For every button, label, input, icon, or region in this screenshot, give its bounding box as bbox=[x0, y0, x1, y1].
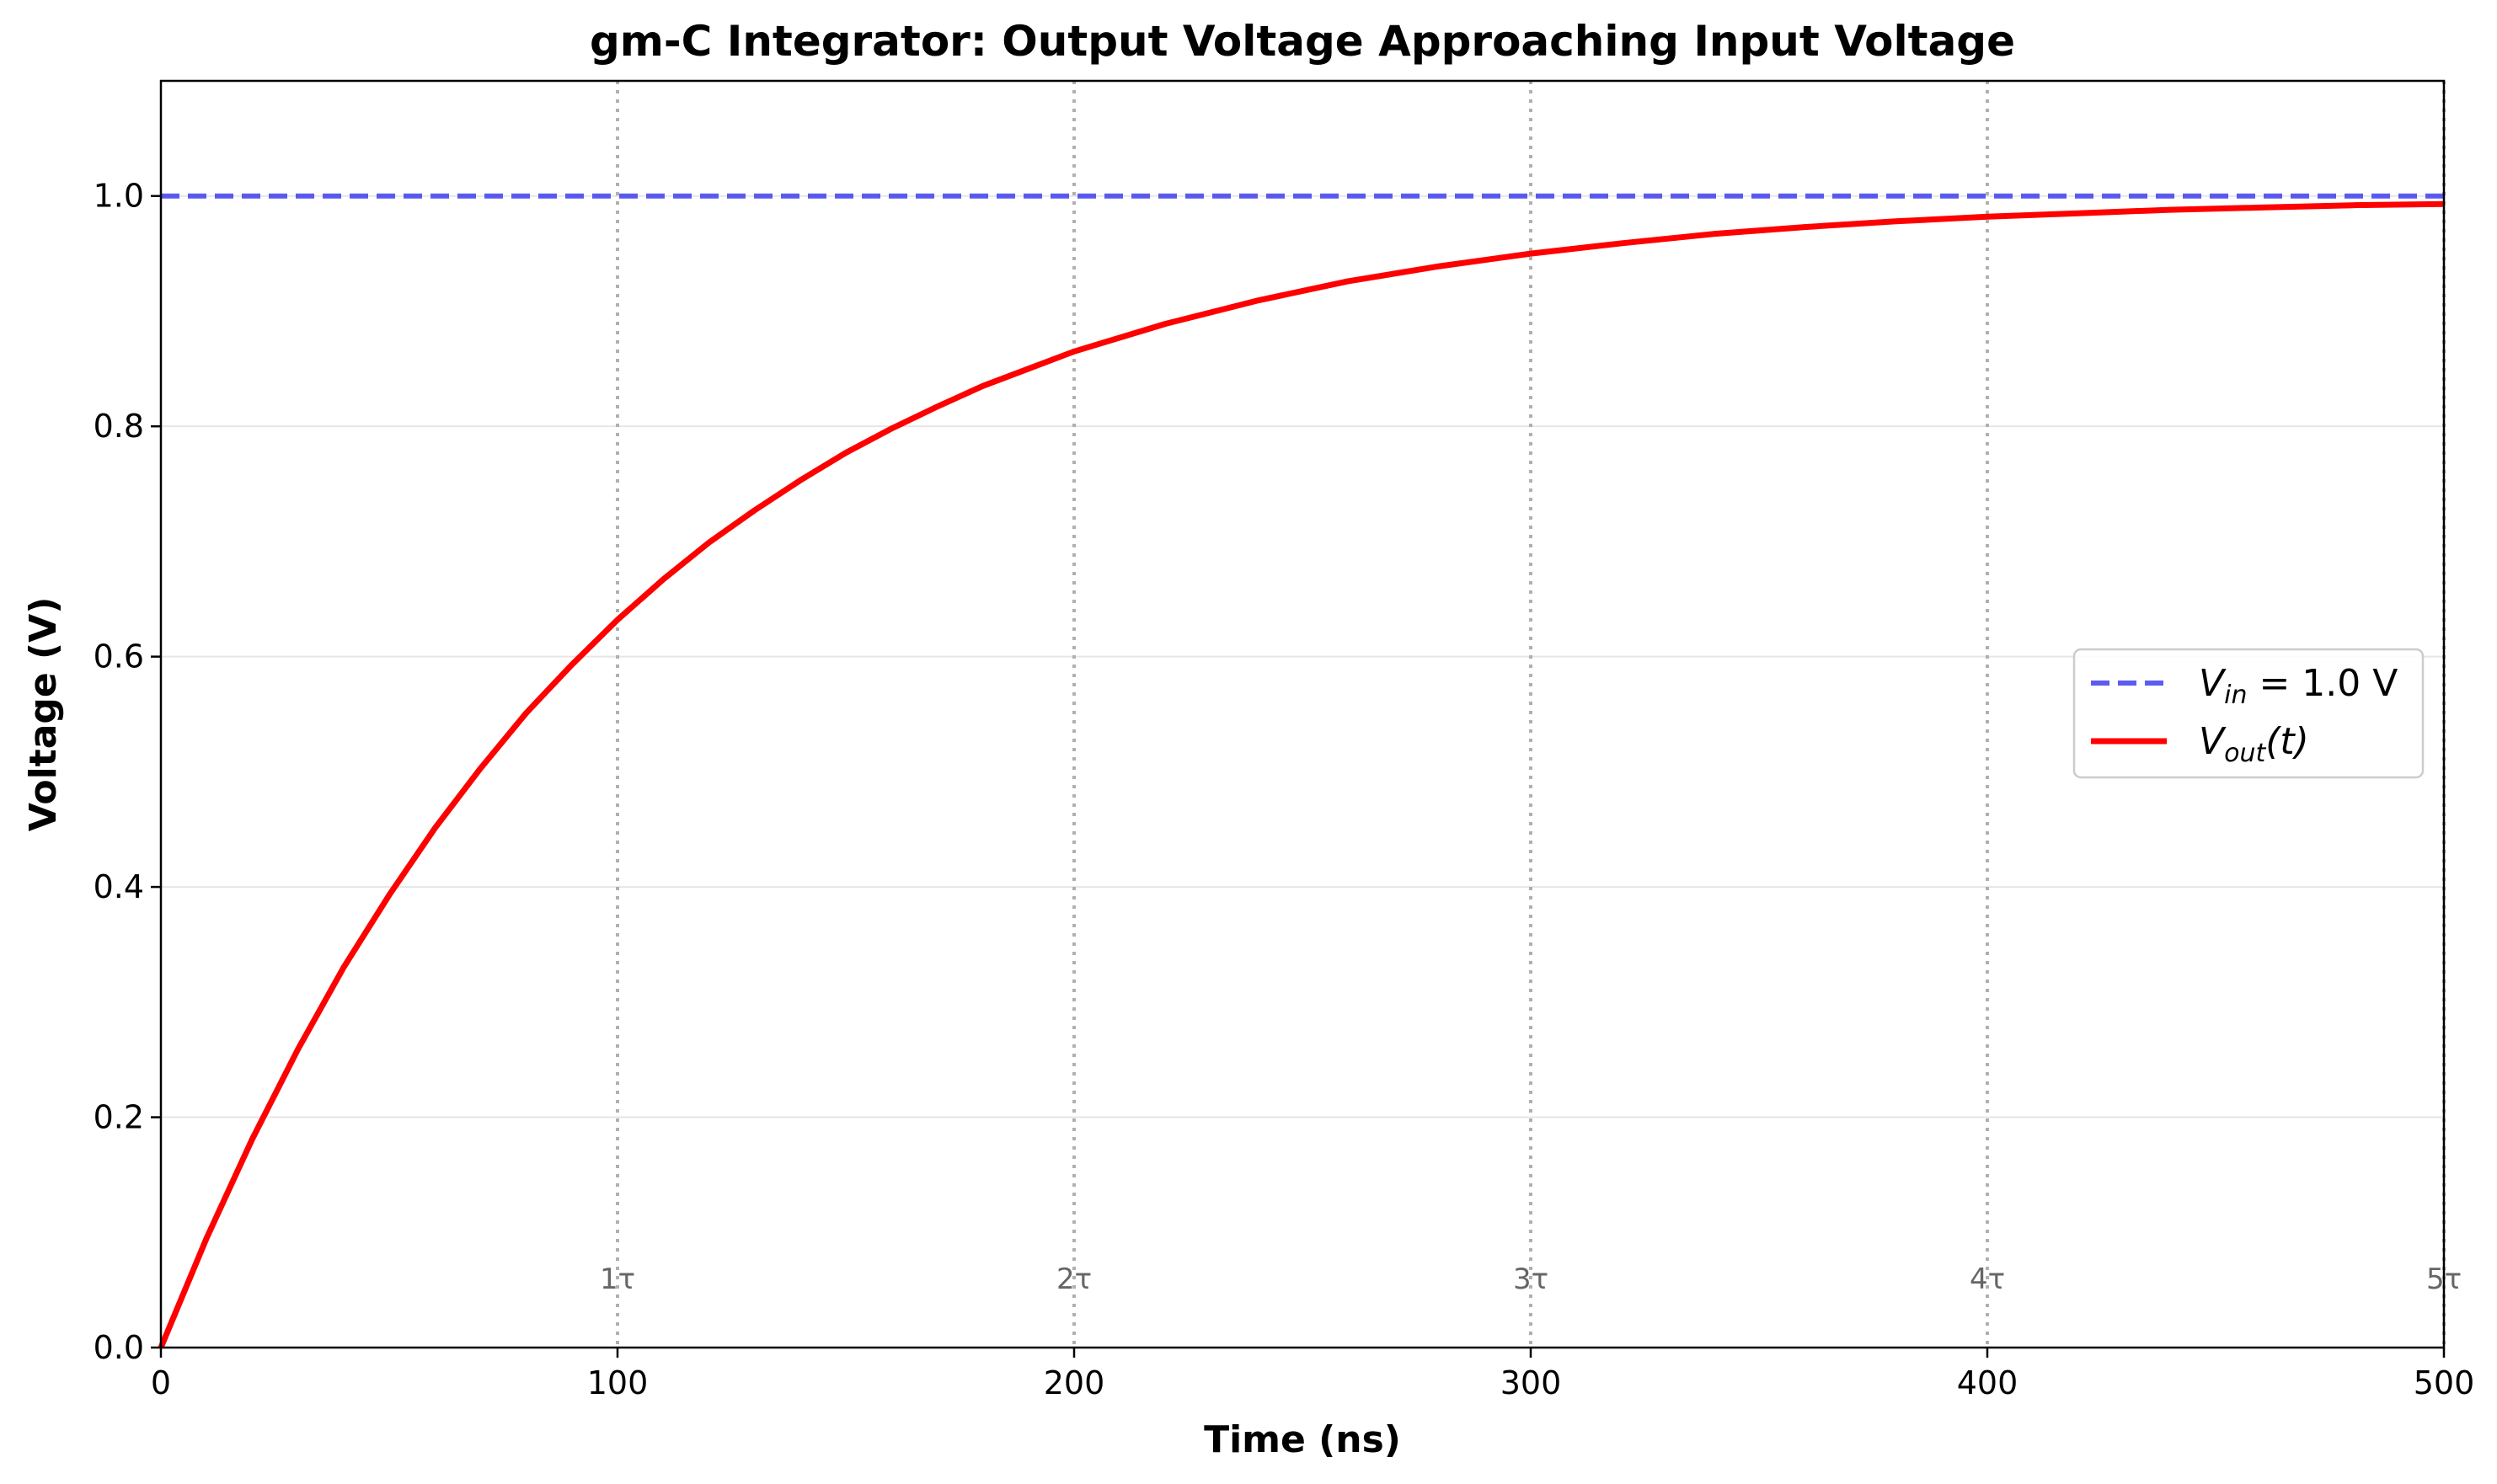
y-tick-label: 0.0 bbox=[94, 1329, 144, 1366]
legend-vout-sub: out bbox=[2224, 739, 2266, 768]
legend-vin-sub: in bbox=[2224, 681, 2247, 710]
y-tick-label: 1.0 bbox=[94, 178, 144, 215]
x-tick-label: 0 bbox=[151, 1364, 171, 1401]
x-tick-label: 100 bbox=[587, 1364, 649, 1401]
tau-label: 4τ bbox=[1970, 1262, 2005, 1296]
y-tick-label: 0.8 bbox=[94, 408, 144, 445]
series-line-vout bbox=[158, 200, 2445, 1349]
y-axis-ticks: 0.0 0.2 0.4 0.6 0.8 1.0 bbox=[94, 178, 161, 1366]
x-tick-label: 300 bbox=[1500, 1364, 1562, 1401]
x-axis-label: Time (ns) bbox=[1204, 1418, 1401, 1461]
legend-label-vout: Vout(t) bbox=[2199, 720, 2309, 768]
legend: Vin = 1.0 V Vout(t) bbox=[2072, 648, 2425, 779]
series-lines bbox=[158, 193, 2445, 1349]
y-tick-label: 0.2 bbox=[94, 1099, 144, 1136]
chart-title: gm-C Integrator: Output Voltage Approach… bbox=[590, 17, 2015, 66]
x-tick-label: 400 bbox=[1957, 1364, 2018, 1401]
tau-label: 3τ bbox=[1513, 1262, 1548, 1296]
legend-vout-rest: (t) bbox=[2265, 720, 2309, 763]
legend-vin-main: V bbox=[2199, 662, 2227, 705]
tau-label: 1τ bbox=[600, 1262, 635, 1296]
y-tick-label: 0.6 bbox=[94, 638, 144, 675]
legend-vin-rest: = 1.0 V bbox=[2247, 662, 2398, 705]
x-axis-ticks: 0 100 200 300 400 500 bbox=[151, 1348, 2474, 1401]
plot-frame bbox=[159, 79, 2446, 1349]
legend-label-vin: Vin = 1.0 V bbox=[2199, 662, 2398, 710]
y-axis-label: Voltage (V) bbox=[22, 597, 65, 832]
legend-vout-main: V bbox=[2199, 720, 2227, 763]
y-tick-label: 0.4 bbox=[94, 868, 144, 905]
x-tick-label: 200 bbox=[1044, 1364, 1105, 1401]
tau-label: 2τ bbox=[1056, 1262, 1092, 1296]
x-tick-label: 500 bbox=[2414, 1364, 2475, 1401]
